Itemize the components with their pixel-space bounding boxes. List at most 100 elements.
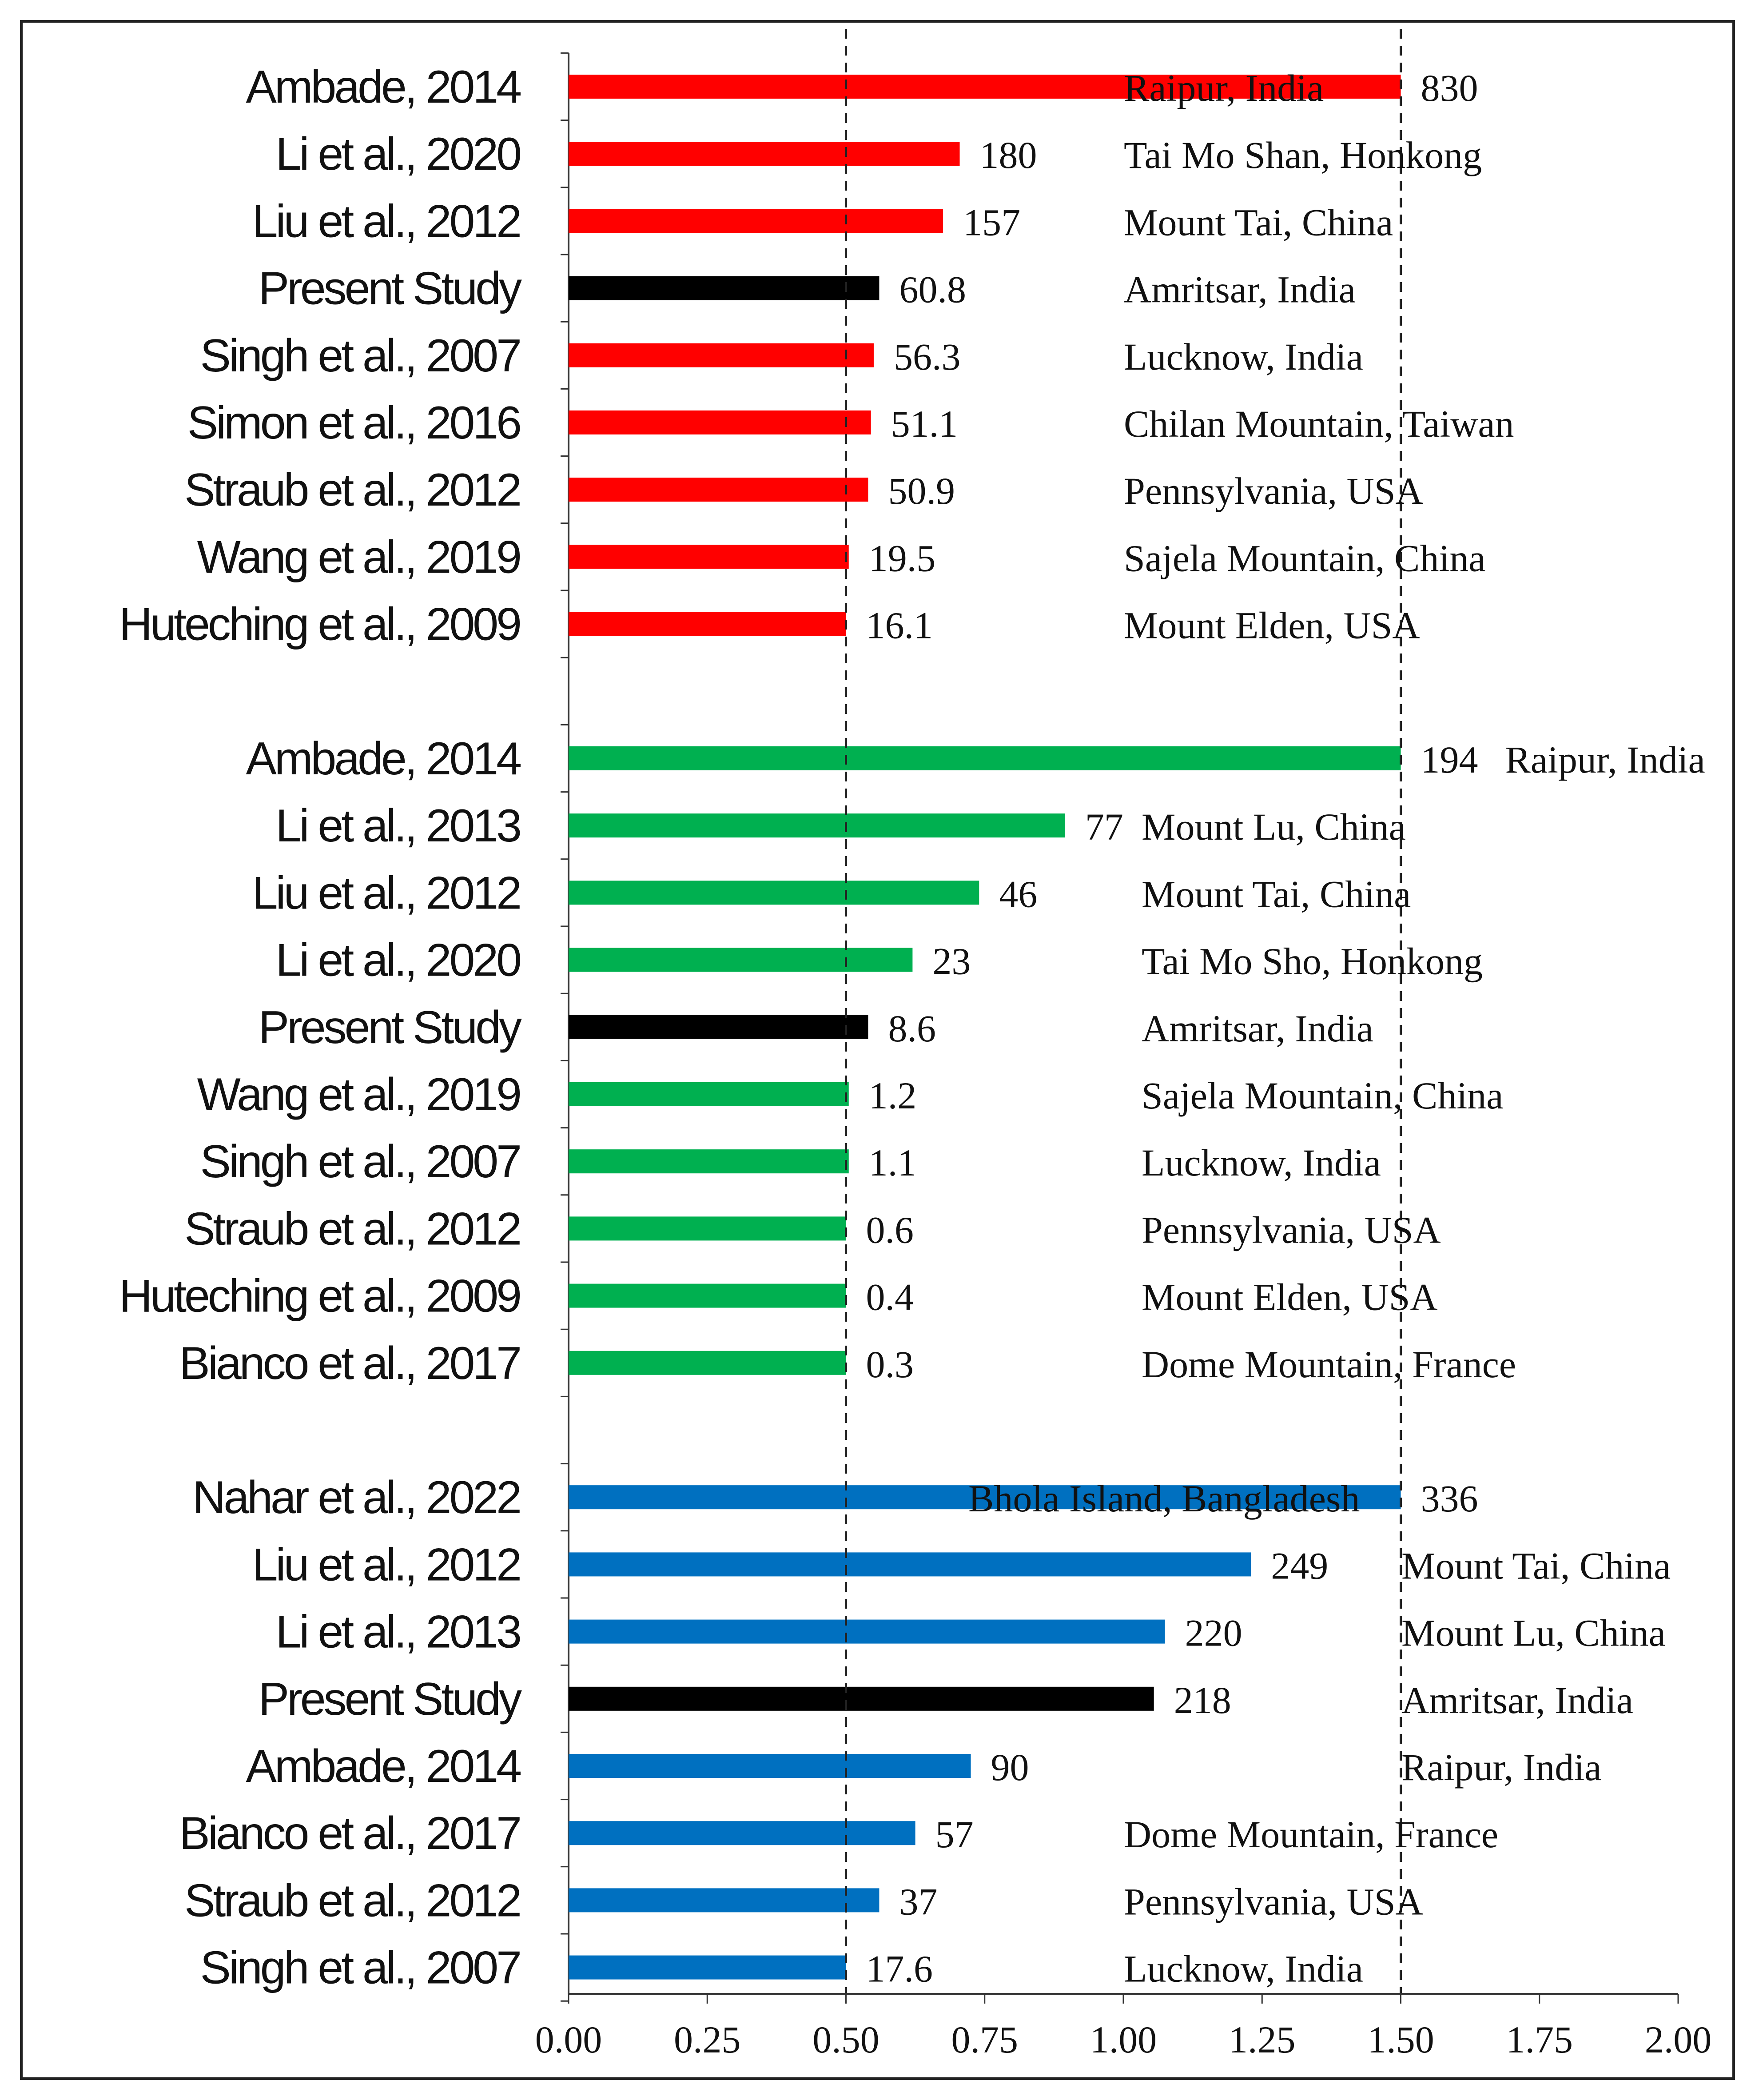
bar-blue-8 xyxy=(569,1955,846,1980)
x-tick-label: 0.50 xyxy=(812,2018,879,2061)
x-tick-label: 0.75 xyxy=(951,2018,1019,2061)
value-label: 50.9 xyxy=(888,470,955,512)
location-label: Mount Lu, China xyxy=(1142,805,1406,848)
study-label: Bianco et al., 2017 xyxy=(179,1808,520,1859)
location-label: Pennsylvania, USA xyxy=(1124,470,1423,512)
value-label: 0.6 xyxy=(866,1208,914,1251)
study-label: Wang et al., 2019 xyxy=(197,531,520,583)
location-label: Tai Mo Sho, Honkong xyxy=(1142,940,1483,983)
bar-red-2 xyxy=(569,142,960,166)
location-label: Mount Tai, China xyxy=(1142,873,1411,915)
value-label: 1.2 xyxy=(869,1074,917,1117)
bar-green-4 xyxy=(569,948,913,972)
bar-red-4 xyxy=(569,276,879,300)
location-label: Lucknow, India xyxy=(1124,335,1363,378)
bar-blue-4 xyxy=(569,1686,1154,1711)
bar-blue-7 xyxy=(569,1888,879,1913)
value-label: 249 xyxy=(1271,1544,1328,1587)
study-label: Straub et al., 2012 xyxy=(184,1203,520,1255)
bar-green-1 xyxy=(569,746,1401,770)
value-label: 51.1 xyxy=(891,402,958,445)
location-label: Lucknow, India xyxy=(1124,1948,1363,1990)
location-label: Amritsar, India xyxy=(1124,268,1356,311)
value-label: 194 xyxy=(1421,738,1478,781)
bar-green-9 xyxy=(569,1283,846,1308)
study-label: Present Study xyxy=(259,263,522,315)
value-label: 60.8 xyxy=(899,268,966,311)
location-label: Mount Tai, China xyxy=(1401,1544,1671,1587)
bar-blue-5 xyxy=(569,1754,971,1778)
location-label: Raipur, India xyxy=(1124,67,1324,109)
location-label: Amritsar, India xyxy=(1401,1679,1633,1721)
value-label: 90 xyxy=(991,1746,1029,1789)
bar-green-5 xyxy=(569,1015,868,1039)
location-label: Mount Lu, China xyxy=(1401,1612,1666,1654)
study-label: Straub et al., 2012 xyxy=(184,1875,520,1926)
value-label: 830 xyxy=(1421,67,1478,109)
value-label: 17.6 xyxy=(866,1948,933,1990)
bar-red-9 xyxy=(569,612,846,636)
bar-green-8 xyxy=(569,1216,846,1241)
study-label: Singh et al., 2007 xyxy=(200,1136,520,1187)
location-label: Mount Elden, USA xyxy=(1124,604,1420,647)
chart-frame xyxy=(20,20,1735,2080)
location-label: Mount Tai, China xyxy=(1124,201,1393,243)
x-tick-label: 0.25 xyxy=(674,2018,741,2061)
value-label: 16.1 xyxy=(866,604,933,647)
bar-red-1 xyxy=(569,75,1401,99)
study-label: Li et al., 2013 xyxy=(276,1606,521,1658)
location-label: Pennsylvania, USA xyxy=(1142,1208,1441,1251)
study-label: Simon et al., 2016 xyxy=(187,397,520,449)
study-label: Ambade, 2014 xyxy=(246,1741,521,1792)
location-label: Dome Mountain, France xyxy=(1142,1343,1516,1386)
study-label: Present Study xyxy=(259,1002,522,1053)
value-label: 77 xyxy=(1085,805,1123,848)
location-label: Lucknow, India xyxy=(1142,1141,1381,1184)
bar-blue-1 xyxy=(569,1485,1401,1510)
value-label: 157 xyxy=(963,201,1020,243)
x-tick-label: 2.00 xyxy=(1645,2018,1712,2061)
study-label: Ambade, 2014 xyxy=(246,733,521,785)
location-label: Sajela Mountain, China xyxy=(1124,537,1485,579)
bar-red-7 xyxy=(569,478,868,502)
value-label: 218 xyxy=(1174,1679,1231,1721)
study-label: Huteching et al., 2009 xyxy=(119,1271,520,1322)
study-label: Li et al., 2020 xyxy=(276,935,521,986)
value-label: 23 xyxy=(932,940,971,983)
bar-red-6 xyxy=(569,410,871,434)
study-label: Nahar et al., 2022 xyxy=(192,1472,520,1523)
study-label: Singh et al., 2007 xyxy=(200,330,520,382)
study-label: Present Study xyxy=(259,1674,522,1725)
study-label: Li et al., 2013 xyxy=(276,800,521,852)
study-label: Huteching et al., 2009 xyxy=(119,599,520,650)
x-tick-label: 1.75 xyxy=(1506,2018,1573,2061)
location-label: Bhola Island, Bangladesh xyxy=(968,1477,1360,1520)
location-label: Mount Elden, USA xyxy=(1142,1276,1438,1319)
value-label: 0.4 xyxy=(866,1276,914,1319)
location-label: Raipur, India xyxy=(1505,738,1705,781)
location-label: Chilan Mountain, Taiwan xyxy=(1124,402,1514,445)
value-label: 56.3 xyxy=(894,335,961,378)
value-label: 336 xyxy=(1421,1477,1478,1520)
bar-red-5 xyxy=(569,343,874,367)
value-label: 180 xyxy=(980,134,1037,176)
value-label: 46 xyxy=(999,873,1037,915)
location-label: Amritsar, India xyxy=(1142,1007,1373,1050)
study-label: Straub et al., 2012 xyxy=(184,464,520,516)
bar-blue-2 xyxy=(569,1552,1251,1577)
bar-red-8 xyxy=(569,545,849,569)
value-label: 37 xyxy=(899,1880,937,1923)
value-label: 220 xyxy=(1185,1612,1242,1654)
x-tick-label: 0.00 xyxy=(535,2018,602,2061)
x-tick-label: 1.50 xyxy=(1367,2018,1434,2061)
value-label: 1.1 xyxy=(869,1141,917,1184)
study-label: Bianco et al., 2017 xyxy=(179,1338,520,1389)
location-label: Dome Mountain, France xyxy=(1124,1813,1498,1856)
x-tick-label: 1.00 xyxy=(1090,2018,1157,2061)
bar-blue-6 xyxy=(569,1821,915,1845)
location-label: Tai Mo Shan, Honkong xyxy=(1124,134,1482,176)
location-label: Raipur, India xyxy=(1401,1746,1601,1789)
bar-green-6 xyxy=(569,1082,849,1106)
value-label: 8.6 xyxy=(888,1007,936,1050)
value-label: 19.5 xyxy=(869,537,936,579)
